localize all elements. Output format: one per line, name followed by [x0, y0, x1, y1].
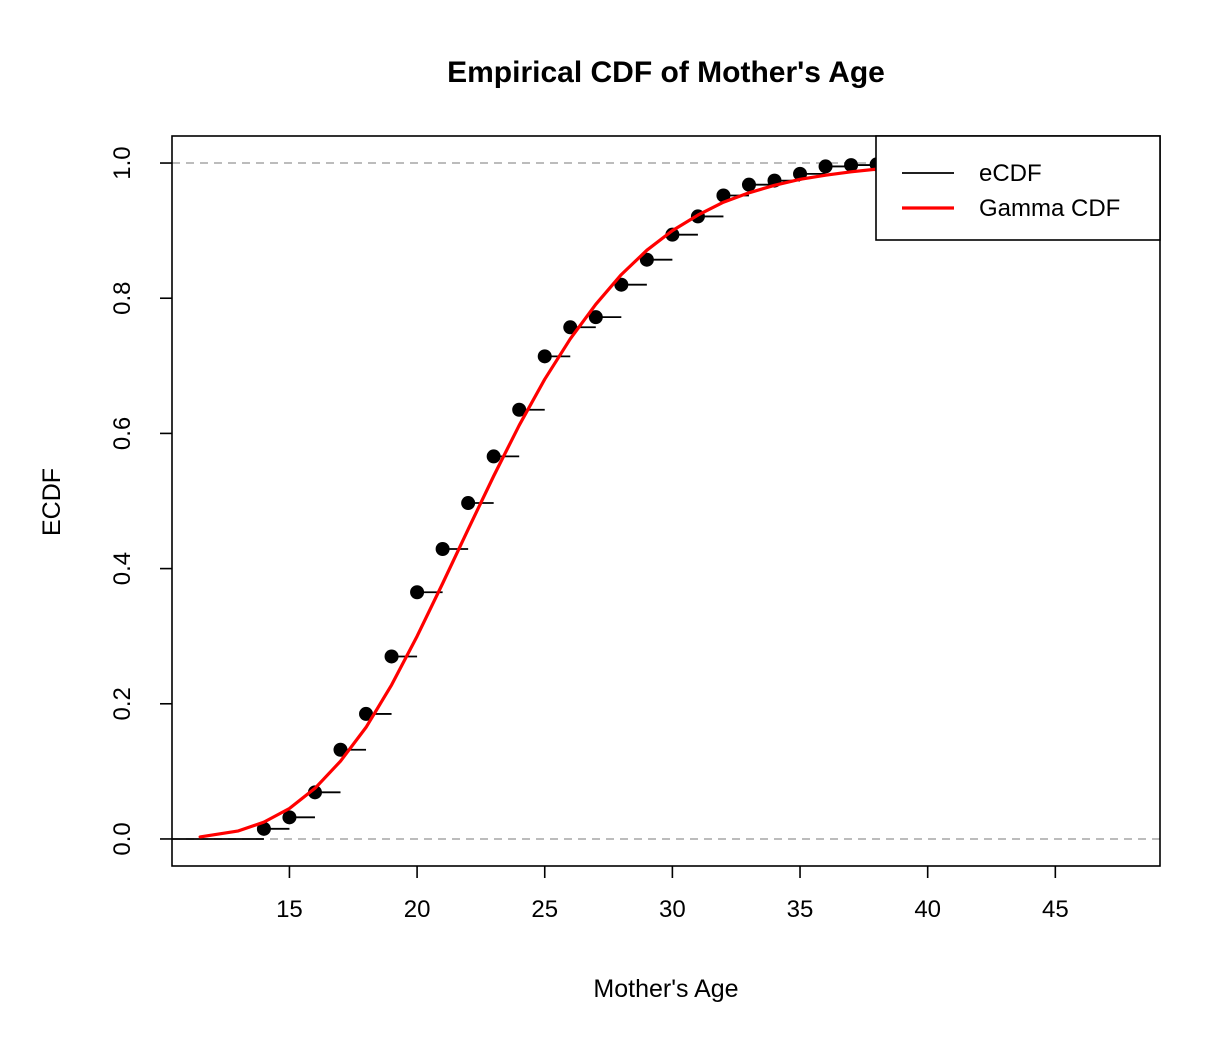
x-tick-label: 20	[404, 896, 431, 923]
legend-box	[875, 135, 1161, 241]
ecdf-point	[256, 821, 271, 836]
ecdf-point	[741, 177, 756, 192]
gamma-cdf-series	[198, 161, 1109, 839]
y-tick-label: 0.8	[109, 282, 136, 315]
ecdf-point	[537, 349, 552, 364]
ecdf-point	[461, 496, 476, 511]
y-tick-label: 0.4	[109, 552, 136, 585]
ecdf-point	[307, 785, 322, 800]
y-tick-label: 0.2	[109, 687, 136, 720]
ecdf-point	[435, 541, 450, 556]
x-tick-label: 35	[787, 896, 814, 923]
ecdf-point	[333, 742, 348, 757]
chart-title: Empirical CDF of Mother's Age	[447, 56, 885, 89]
x-tick-label: 40	[914, 896, 941, 923]
ecdf-point	[588, 310, 603, 325]
legend-label: Gamma CDF	[979, 195, 1120, 222]
ecdf-point	[639, 252, 654, 267]
x-tick-label: 25	[531, 896, 558, 923]
ecdf-point	[282, 810, 297, 825]
ecdf-point	[563, 320, 578, 335]
ecdf-point	[486, 449, 501, 464]
x-tick-label: 15	[276, 896, 303, 923]
x-tick-label: 45	[1042, 896, 1069, 923]
y-tick-label: 0.0	[109, 822, 136, 855]
ecdf-point	[716, 188, 731, 203]
y-axis-label: ECDF	[38, 468, 66, 536]
gamma-cdf-line	[198, 161, 1109, 839]
ecdf-point	[665, 227, 680, 242]
ecdf-point	[384, 649, 399, 664]
y-tick-label: 1.0	[109, 146, 136, 179]
plot-frame	[171, 135, 1161, 867]
legend: eCDF Gamma CDF	[875, 135, 1161, 241]
ecdf-point	[818, 159, 833, 174]
ecdf-point	[410, 585, 425, 600]
ecdf-point	[614, 277, 629, 292]
ecdf-point	[844, 158, 859, 173]
ecdf-series	[172, 156, 1160, 840]
ecdf-point	[512, 402, 527, 417]
ecdf-point	[359, 706, 374, 721]
axes: 15 20 25 30 35 40 45 0.0 0.2 0.4 0.6 0.8 1.0	[109, 135, 1161, 923]
x-axis-label: Mother's Age	[593, 975, 738, 1003]
legend-label: eCDF	[979, 160, 1042, 187]
reference-lines	[172, 162, 1160, 840]
y-tick-label: 0.6	[109, 417, 136, 450]
x-tick-label: 30	[659, 896, 686, 923]
